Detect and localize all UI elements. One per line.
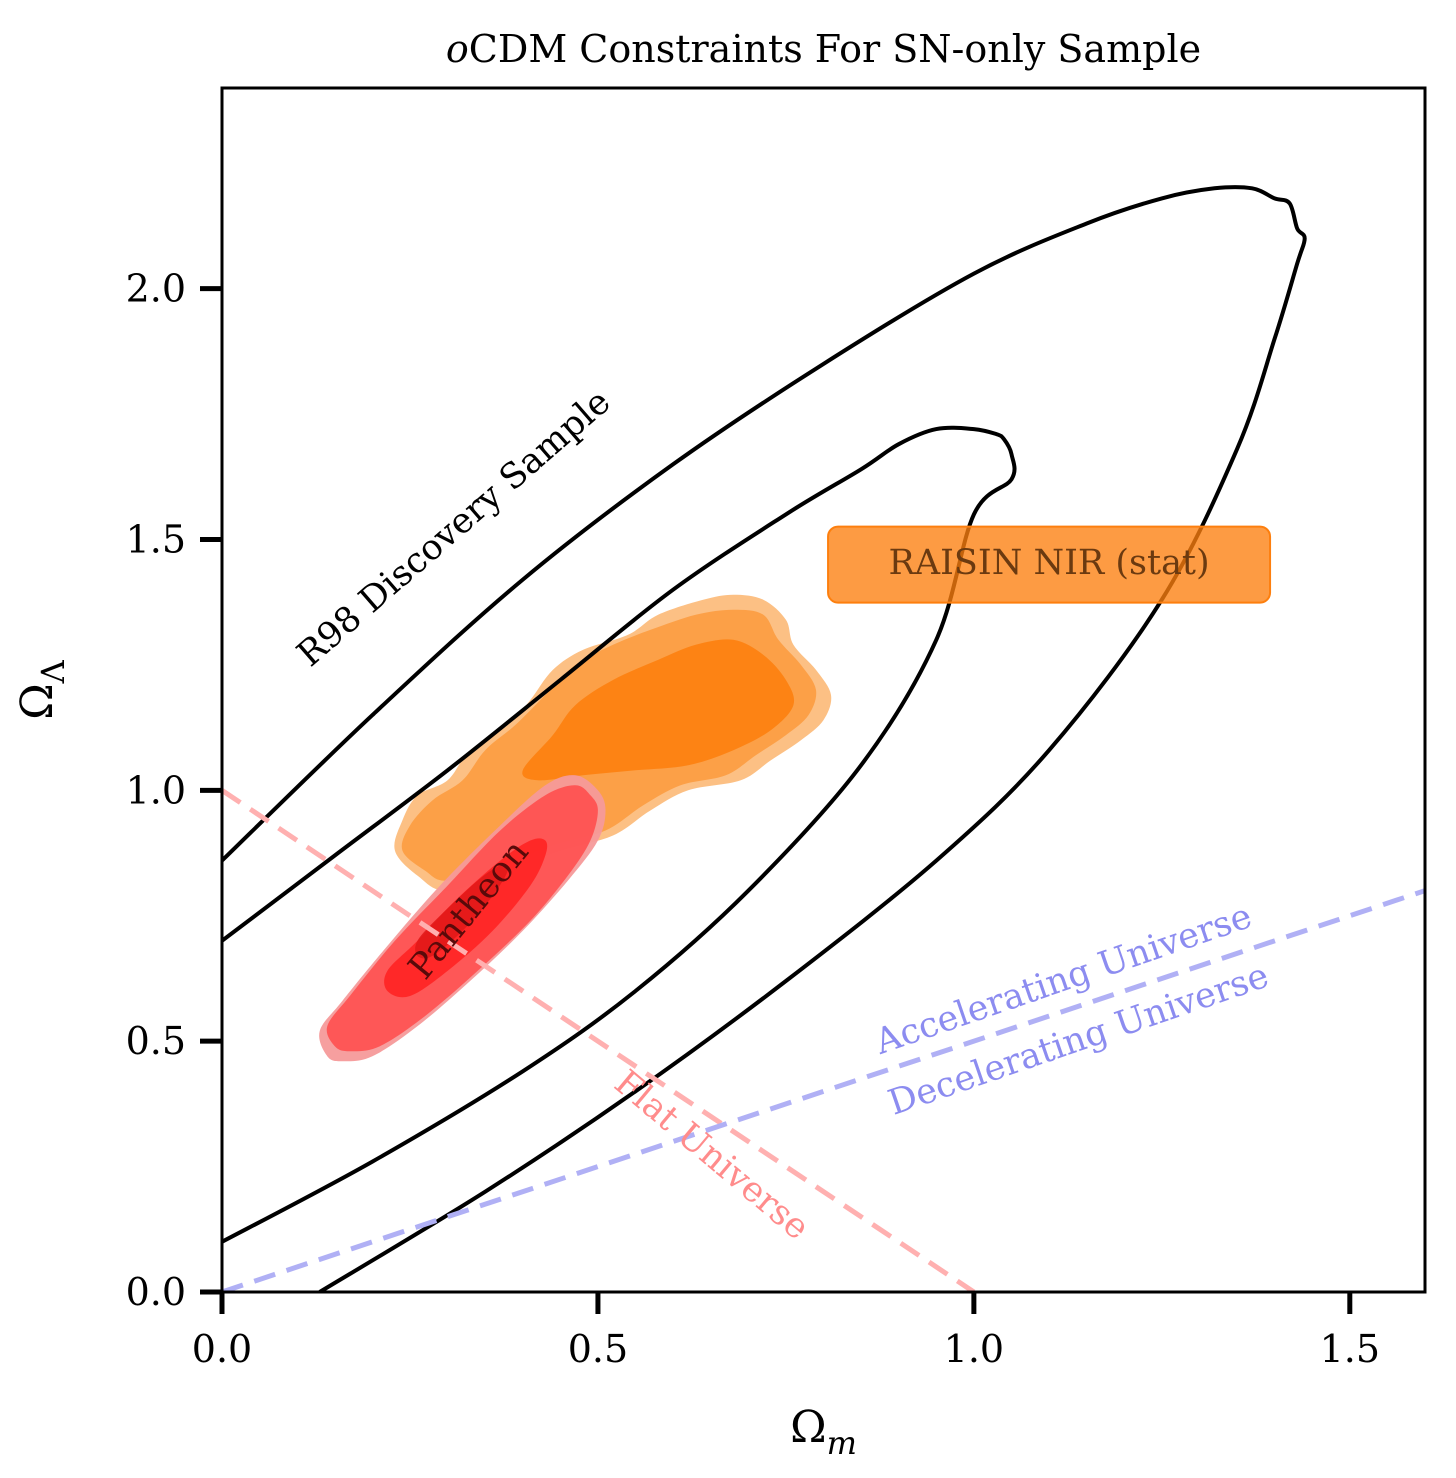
axes-ticks: 0.0 0.5 1.0 1.5 0.0 0.5 1.0 1.5 2.0 [126,267,1380,1371]
flat-universe-line [222,788,976,1292]
chart-title-italic: o [446,27,469,71]
label-flat-universe: Flat Universe [607,1063,817,1248]
y-tick-label: 0.5 [126,1019,186,1063]
chart-title: oCDM Constraints For SN-only Sample [446,27,1201,71]
y-tick-label: 0.0 [126,1270,186,1314]
y-tick-label: 1.5 [126,518,186,562]
label-r98-discovery-sample: R98 Discovery Sample [290,382,618,675]
plot-area [222,185,1425,1292]
x-tick-label: 1.5 [1320,1327,1380,1371]
r98-contour-outer [222,185,1307,1292]
r98-contour-inner [222,425,1017,1244]
pantheon-contour-core [415,864,508,959]
x-axis-label: Ωm [790,1402,857,1462]
acceleration-boundary-line [222,888,1425,1292]
raisin-legend-box [827,525,1272,604]
label-raisin-nir-stat: RAISIN NIR (stat) [888,543,1209,583]
raisin-contour-inner [522,639,795,781]
y-axis-label-sub: Λ [34,659,72,684]
chart-title-rest: CDM Constraints For SN-only Sample [469,27,1201,71]
x-tick-label: 0.5 [568,1327,628,1371]
y-tick-label: 2.0 [126,267,186,311]
x-tick-label: 0.0 [192,1327,252,1371]
x-axis-label-sub: m [827,1424,857,1462]
x-axis-label-main: Ω [790,1402,826,1453]
plot-frame [220,86,1427,1294]
y-tick-label: 1.0 [126,768,186,812]
axes-border [220,86,1427,1294]
y-axis-label: ΩΛ [12,659,72,719]
y-axis-label-main: Ω [12,683,63,719]
x-tick-label: 1.0 [944,1327,1004,1371]
